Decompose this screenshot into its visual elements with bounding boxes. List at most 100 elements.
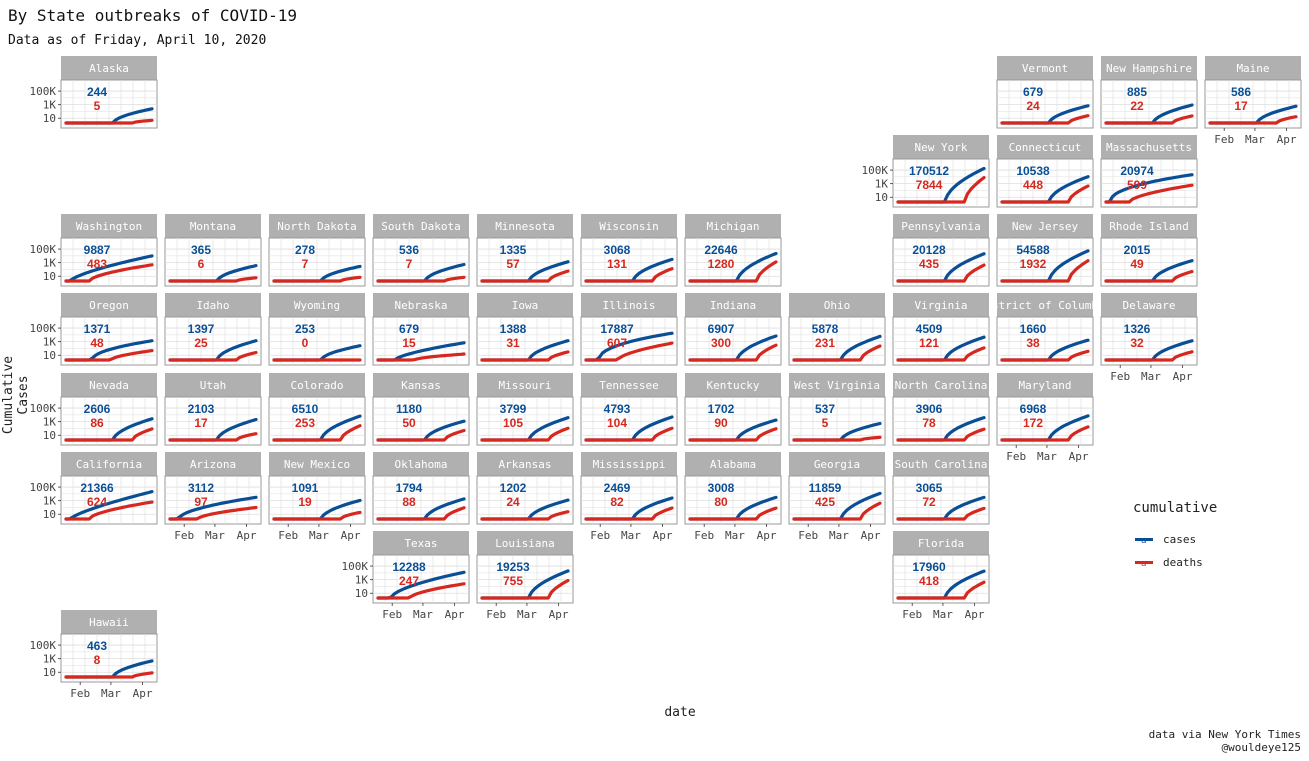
cases-series-line xyxy=(376,570,466,600)
y-tick-label: 100K xyxy=(342,560,369,573)
deaths-series-line xyxy=(584,341,674,362)
facet-strip xyxy=(893,373,989,397)
cases-value-label: 6907 xyxy=(708,322,735,336)
deaths-series-line xyxy=(792,344,882,362)
cases-value-label: 5878 xyxy=(812,322,839,336)
deaths-series-line xyxy=(896,346,986,362)
facet-strip-label: Rhode Island xyxy=(1109,220,1188,233)
x-tick-label: Feb xyxy=(486,608,506,621)
deaths-value-label: 6 xyxy=(198,257,205,271)
facet-strip-label: Nevada xyxy=(89,379,129,392)
cases-value-label: 1660 xyxy=(1020,322,1047,336)
cases-value-label: 365 xyxy=(191,243,211,257)
deaths-value-label: 49 xyxy=(1130,257,1144,271)
y-tick-label: 10 xyxy=(355,587,368,600)
y-axis-label: Cumulative Cases xyxy=(1,355,31,435)
cases-value-label: 19253 xyxy=(496,560,530,574)
cases-value-label: 244 xyxy=(87,85,107,99)
facet-strip xyxy=(269,373,365,397)
legend-swatch-deaths xyxy=(1135,561,1153,564)
deaths-series-line xyxy=(168,432,258,442)
deaths-value-label: 105 xyxy=(503,416,523,430)
cases-series-line xyxy=(64,254,154,283)
deaths-value-label: 247 xyxy=(399,574,419,588)
deaths-value-label: 425 xyxy=(815,495,835,509)
facet-strip xyxy=(685,293,781,317)
facet-strip xyxy=(61,373,157,397)
cases-series-line xyxy=(64,490,154,521)
cases-series-line xyxy=(168,495,258,521)
facet-strip xyxy=(893,135,989,159)
cases-value-label: 4509 xyxy=(916,322,943,336)
facet-strip xyxy=(685,214,781,238)
deaths-series-line xyxy=(1104,183,1194,204)
deaths-series-line xyxy=(376,352,466,362)
deaths-value-label: 31 xyxy=(506,336,520,350)
deaths-value-label: 7 xyxy=(302,257,309,271)
x-tick-label: Mar xyxy=(309,529,329,542)
deaths-series-line xyxy=(896,506,986,521)
deaths-series-line xyxy=(376,275,466,283)
facet-strip-label: District of Columbia xyxy=(979,299,1111,312)
cases-value-label: 6968 xyxy=(1020,402,1047,416)
deaths-series-line xyxy=(1208,115,1298,125)
x-tick-label: Mar xyxy=(829,529,849,542)
x-tick-label: Feb xyxy=(1214,133,1234,146)
deaths-value-label: 0 xyxy=(302,336,309,350)
cases-value-label: 2606 xyxy=(84,402,111,416)
y-tick-label: 10 xyxy=(43,112,56,125)
deaths-value-label: 5 xyxy=(94,99,101,113)
deaths-value-label: 17 xyxy=(1234,99,1248,113)
deaths-value-label: 24 xyxy=(506,495,520,509)
cases-value-label: 679 xyxy=(1023,85,1043,99)
deaths-series-line xyxy=(480,350,570,362)
facet-strip-label: Tennessee xyxy=(599,379,659,392)
facet-strip-label: Washington xyxy=(76,220,142,233)
cases-value-label: 3906 xyxy=(916,402,943,416)
deaths-series-line xyxy=(1104,270,1194,283)
facet-strip-label: Colorado xyxy=(291,379,344,392)
x-tick-label: Apr xyxy=(445,608,465,621)
y-tick-label: 1K xyxy=(43,99,57,112)
deaths-series-line xyxy=(1104,114,1194,125)
facet-strip-label: New Mexico xyxy=(284,458,350,471)
facet-strip xyxy=(269,293,365,317)
facet-strip xyxy=(893,293,989,317)
legend: cumulative a cases a deaths xyxy=(1133,500,1217,574)
facet-strip xyxy=(1101,293,1197,317)
caption-source: data via New York Times xyxy=(1148,728,1301,741)
facet-strip xyxy=(373,373,469,397)
facet-strip-label: Montana xyxy=(190,220,236,233)
facet-strip xyxy=(581,452,677,476)
y-tick-label: 1K xyxy=(43,653,57,666)
y-tick-label: 1K xyxy=(355,574,369,587)
deaths-value-label: 607 xyxy=(607,336,627,350)
x-tick-label: Apr xyxy=(1173,370,1193,383)
deaths-value-label: 48 xyxy=(90,336,104,350)
facet-strip xyxy=(269,452,365,476)
cases-value-label: 586 xyxy=(1231,85,1251,99)
facet-strip-label: Missouri xyxy=(499,379,552,392)
cases-value-label: 21366 xyxy=(80,481,114,495)
facet-strip xyxy=(997,56,1093,80)
deaths-series-line xyxy=(64,349,154,362)
x-tick-label: Feb xyxy=(590,529,610,542)
deaths-value-label: 8 xyxy=(94,653,101,667)
facet-strip-label: Connecticut xyxy=(1009,141,1082,154)
facet-strip-label: Arkansas xyxy=(499,458,552,471)
facet-strip-label: Minnesota xyxy=(495,220,555,233)
cases-value-label: 885 xyxy=(1127,85,1147,99)
deaths-value-label: 97 xyxy=(194,495,208,509)
legend-item-cases: a cases xyxy=(1133,528,1217,551)
facet-strip xyxy=(477,214,573,238)
facet-strip xyxy=(581,373,677,397)
x-tick-label: Apr xyxy=(549,608,569,621)
cases-value-label: 253 xyxy=(295,322,315,336)
